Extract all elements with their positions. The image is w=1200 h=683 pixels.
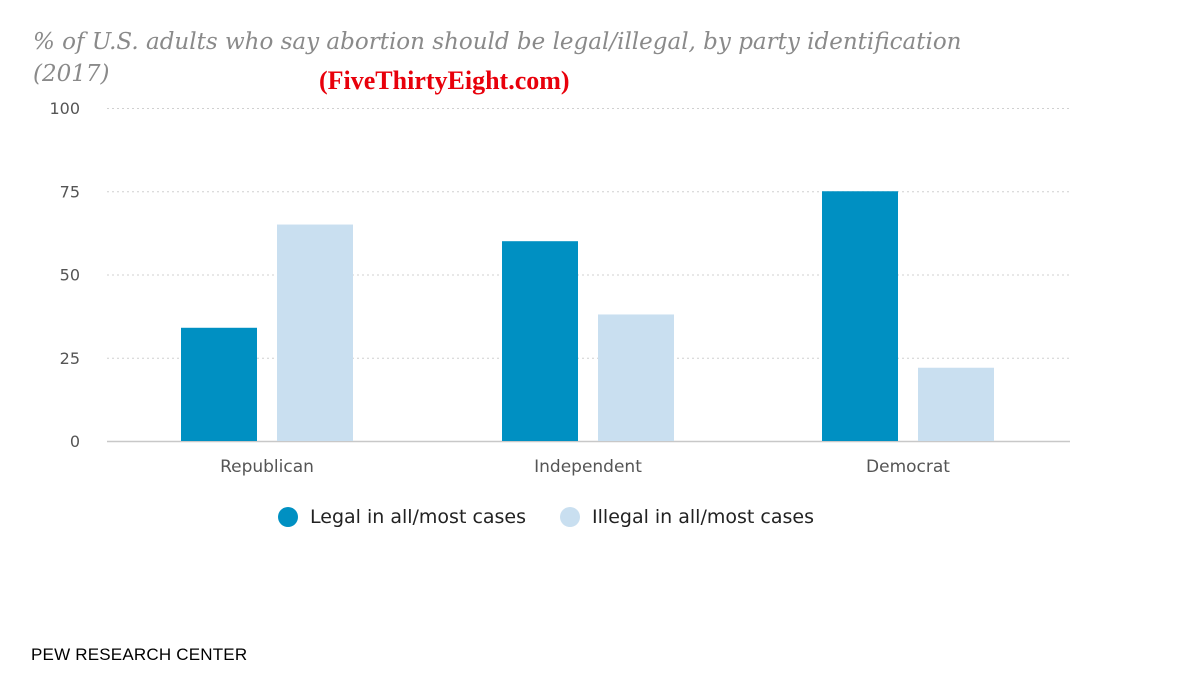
x-tick-label-independent: Independent	[534, 457, 642, 477]
legend-swatch-legal	[278, 507, 298, 527]
legend: Legal in all/most cases Illegal in all/m…	[278, 506, 848, 528]
legend-swatch-illegal	[560, 507, 581, 527]
bar-democrat-illegal	[918, 367, 994, 441]
bar-independent-illegal	[598, 314, 674, 441]
x-axis-labels: Republican Independent Democrat	[220, 457, 950, 477]
y-tick-label: 100	[49, 99, 80, 118]
bar-independent-legal	[502, 241, 578, 441]
bar-democrat-legal	[822, 191, 898, 441]
y-tick-label: 0	[70, 432, 80, 451]
y-axis-ticks: 0 25 50 75 100	[49, 99, 80, 451]
x-tick-label-democrat: Democrat	[866, 457, 950, 477]
bar-chart: 0 25 50 75 100 Republican Independent Democrat	[49, 99, 1070, 477]
bar-republican-legal	[181, 327, 257, 441]
y-tick-label: 25	[60, 349, 80, 368]
legend-label-illegal: Illegal in all/most cases	[592, 506, 814, 528]
gridlines	[107, 108, 1070, 443]
chart-title: % of U.S. adults who say abortion should…	[33, 29, 962, 87]
y-tick-label: 50	[60, 266, 80, 285]
legend-item-illegal[interactable]: Illegal in all/most cases	[560, 506, 814, 528]
legend-label-legal: Legal in all/most cases	[310, 506, 527, 528]
bars	[181, 191, 994, 441]
legend-item-legal[interactable]: Legal in all/most cases	[278, 506, 526, 528]
x-tick-label-republican: Republican	[220, 457, 314, 477]
watermark-text: (FiveThirtyEight.com)	[319, 66, 570, 95]
y-tick-label: 75	[60, 182, 80, 201]
source-credit: PEW RESEARCH CENTER	[31, 645, 248, 664]
bar-republican-illegal	[277, 224, 353, 441]
